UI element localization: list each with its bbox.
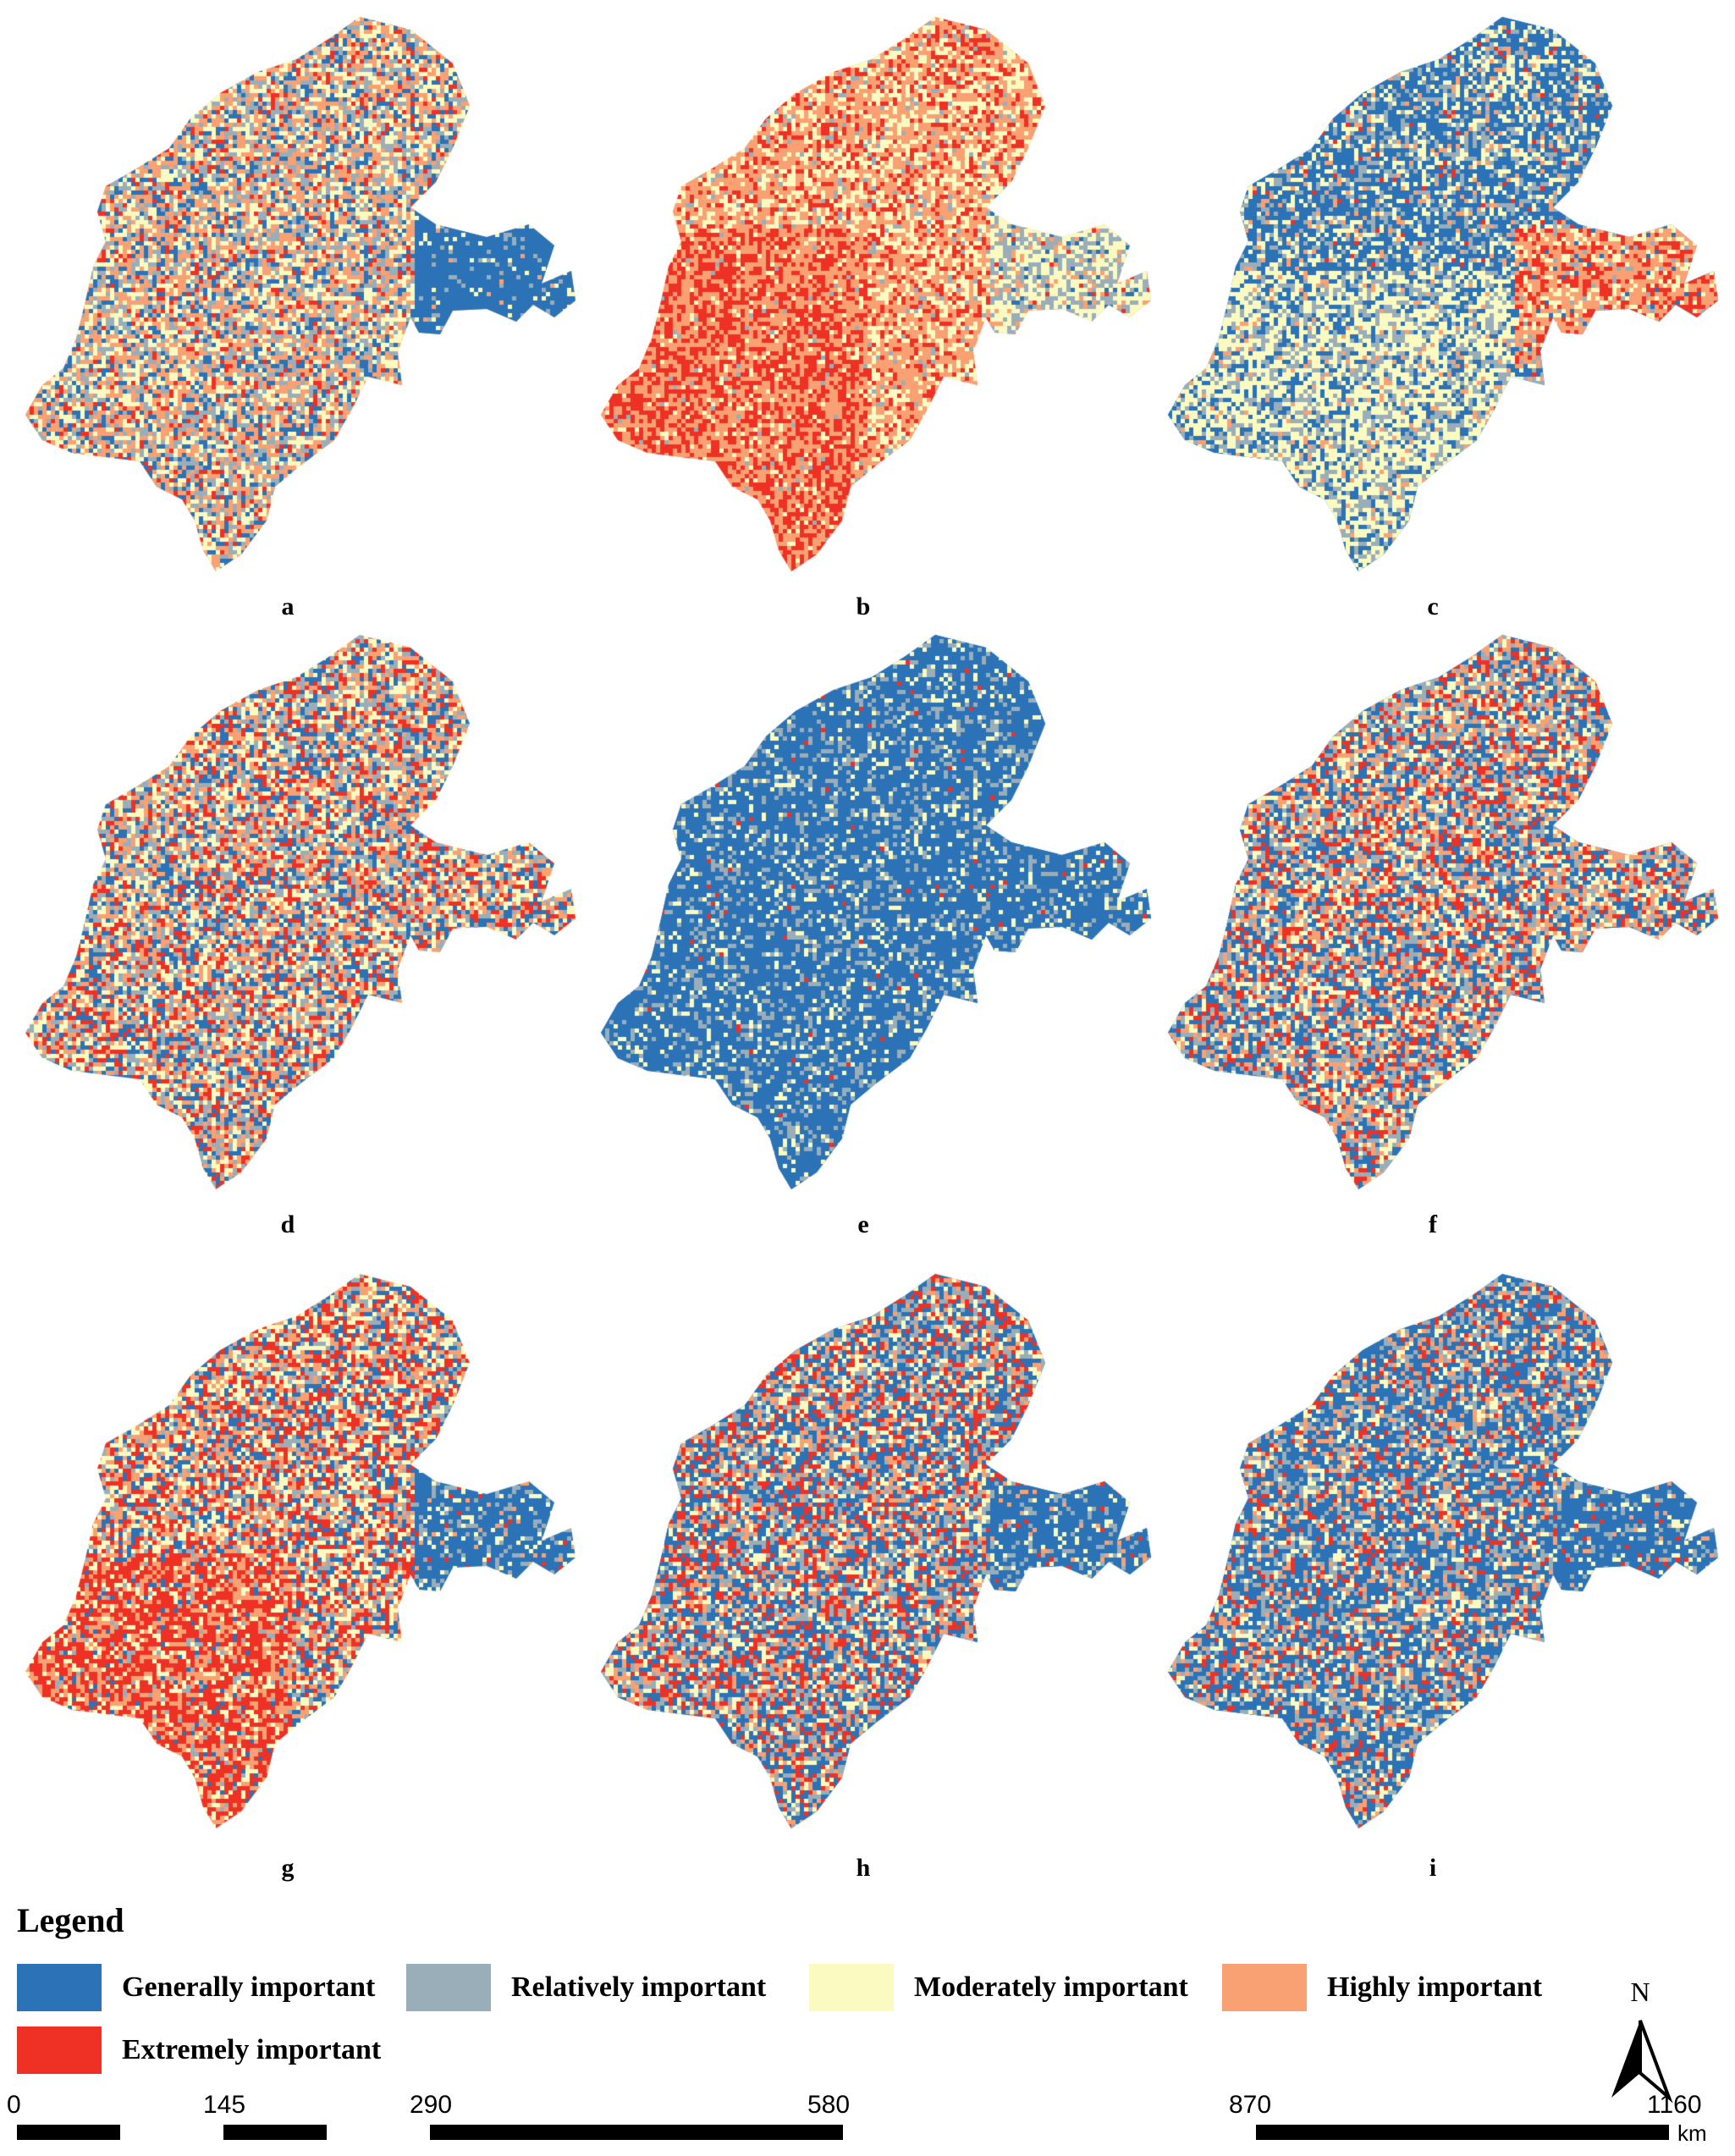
legend-swatch-relatively: [406, 1964, 491, 2011]
panel-label-h: h: [856, 1854, 871, 1882]
scale-tick-290: 290: [410, 2091, 453, 2119]
legend-item-generally: Generally important: [17, 1962, 375, 2013]
scale-segment-4: [327, 2125, 430, 2140]
legend-item-extremely: Extremely important: [17, 2025, 381, 2076]
scale-tick-0: 0: [7, 2091, 21, 2119]
north-arrow-icon: [1611, 2020, 1673, 2104]
scale-unit: km: [1677, 2120, 1707, 2146]
scale-segment-5: [430, 2125, 843, 2140]
panel-label-f: f: [1429, 1210, 1437, 1238]
north-label: N: [1630, 1977, 1650, 2007]
legend-item-relatively: Relatively important: [406, 1962, 766, 2013]
map-panels-canvas: [0, 0, 1735, 1888]
legend-label-generally: Generally important: [122, 1971, 376, 2003]
panel-label-d: d: [280, 1210, 295, 1238]
scale-tick-580: 580: [807, 2091, 851, 2119]
scale-segment-2: [120, 2125, 223, 2140]
panel-label-b: b: [856, 593, 871, 620]
panel-label-e: e: [857, 1210, 869, 1238]
panel-label-a: a: [281, 593, 295, 620]
legend-swatch-generally: [17, 1964, 102, 2011]
legend-item-moderately: Moderately important: [809, 1962, 1188, 2013]
legend-swatch-extremely: [17, 2026, 102, 2074]
legend-swatch-highly: [1222, 1964, 1307, 2011]
scale-tick-1160: 1160: [1647, 2091, 1702, 2119]
scale-segment-1: [17, 2125, 120, 2140]
north-arrow: N: [1606, 1977, 1674, 2108]
panel-label-i: i: [1429, 1854, 1437, 1882]
legend-label-extremely: Extremely important: [122, 2034, 382, 2065]
legend-label-moderately: Moderately important: [914, 1971, 1188, 2003]
scale-tick-145: 145: [203, 2091, 246, 2119]
scale-segment-3: [223, 2125, 327, 2140]
scale-tick-870: 870: [1229, 2091, 1272, 2119]
panel-label-c: c: [1427, 593, 1439, 620]
legend-label-relatively: Relatively important: [511, 1971, 767, 2003]
legend-item-highly: Highly important: [1222, 1962, 1542, 2013]
panel-label-g: g: [281, 1854, 295, 1882]
legend-swatch-moderately: [809, 1964, 894, 2011]
legend-title: Legend: [17, 1901, 124, 1939]
scale-segment-6: [843, 2125, 1256, 2140]
legend-label-highly: Highly important: [1327, 1971, 1543, 2003]
scale-segment-7: [1256, 2125, 1669, 2140]
